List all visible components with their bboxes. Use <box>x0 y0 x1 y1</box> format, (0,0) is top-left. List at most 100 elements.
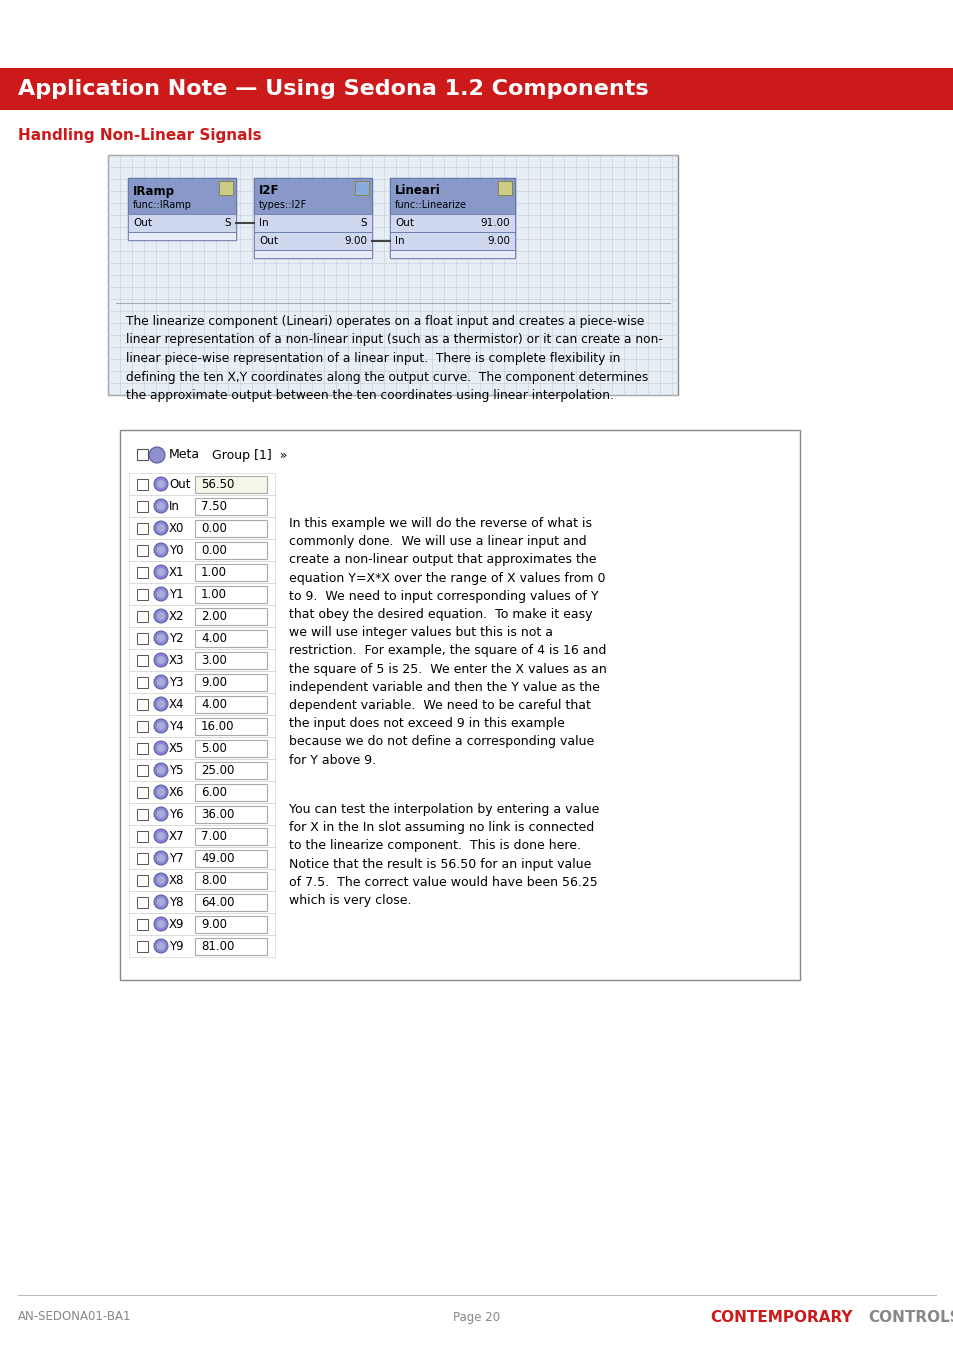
Bar <box>129 803 274 825</box>
Bar <box>390 232 515 250</box>
Bar <box>137 743 148 753</box>
Text: X0: X0 <box>169 521 184 535</box>
Bar <box>137 852 148 864</box>
Bar <box>194 761 267 779</box>
Circle shape <box>153 653 168 667</box>
Bar <box>253 232 372 250</box>
Circle shape <box>153 784 168 799</box>
Text: In this example we will do the reverse of what is
commonly done.  We will use a : In this example we will do the reverse o… <box>289 517 606 767</box>
Text: Y9: Y9 <box>169 940 183 953</box>
Text: X8: X8 <box>169 873 184 887</box>
Text: S: S <box>360 217 367 228</box>
Bar <box>128 178 235 215</box>
Circle shape <box>157 919 165 927</box>
Text: Out: Out <box>132 217 152 228</box>
Circle shape <box>157 810 165 818</box>
Bar <box>137 544 148 555</box>
Text: Y6: Y6 <box>169 807 183 821</box>
Bar <box>137 698 148 710</box>
Circle shape <box>153 566 168 579</box>
Text: 0.00: 0.00 <box>201 521 227 535</box>
Text: In: In <box>258 217 269 228</box>
Text: 1.00: 1.00 <box>201 587 227 601</box>
Text: 2.00: 2.00 <box>201 609 227 622</box>
Text: 4.00: 4.00 <box>201 698 227 710</box>
Text: Group [1]  »: Group [1] » <box>212 448 287 462</box>
Bar <box>137 450 148 460</box>
Text: func::Linearize: func::Linearize <box>395 200 467 211</box>
Text: Handling Non-Linear Signals: Handling Non-Linear Signals <box>18 128 261 143</box>
Text: 25.00: 25.00 <box>201 764 234 776</box>
Bar <box>129 517 274 539</box>
Bar <box>137 875 148 886</box>
Bar <box>129 671 274 693</box>
Bar <box>253 250 372 258</box>
Text: S: S <box>224 217 231 228</box>
Circle shape <box>157 876 165 884</box>
Bar <box>137 478 148 490</box>
Bar <box>137 787 148 798</box>
Circle shape <box>157 678 165 686</box>
Bar <box>194 872 267 888</box>
Bar <box>355 181 369 194</box>
Circle shape <box>153 521 168 535</box>
Bar <box>129 583 274 605</box>
Text: Application Note — Using Sedona 1.2 Components: Application Note — Using Sedona 1.2 Comp… <box>18 80 648 99</box>
Bar <box>129 913 274 936</box>
Bar <box>137 501 148 512</box>
Bar <box>194 608 267 625</box>
Bar <box>129 472 274 495</box>
Circle shape <box>153 697 168 711</box>
Text: 5.00: 5.00 <box>201 741 227 755</box>
Circle shape <box>157 701 165 707</box>
Circle shape <box>153 500 168 513</box>
Text: X6: X6 <box>169 786 184 798</box>
Bar <box>129 869 274 891</box>
Text: 91.00: 91.00 <box>480 217 510 228</box>
Text: Page 20: Page 20 <box>453 1311 500 1323</box>
Text: X1: X1 <box>169 566 184 579</box>
Bar <box>0 68 953 109</box>
Bar <box>194 915 267 933</box>
Text: 7.50: 7.50 <box>201 500 227 513</box>
Circle shape <box>157 942 165 950</box>
Circle shape <box>157 898 165 906</box>
Circle shape <box>157 855 165 863</box>
Bar <box>137 655 148 666</box>
Bar <box>137 830 148 841</box>
Text: 64.00: 64.00 <box>201 895 234 909</box>
Text: In: In <box>395 236 404 246</box>
Circle shape <box>153 630 168 645</box>
Circle shape <box>153 807 168 821</box>
Text: 36.00: 36.00 <box>201 807 234 821</box>
Circle shape <box>157 568 165 576</box>
Bar <box>194 498 267 514</box>
Circle shape <box>157 722 165 730</box>
Circle shape <box>149 447 165 463</box>
Text: X3: X3 <box>169 653 184 667</box>
Bar <box>137 809 148 819</box>
Bar <box>194 695 267 713</box>
Text: In: In <box>169 500 180 513</box>
Circle shape <box>153 477 168 491</box>
Circle shape <box>153 873 168 887</box>
Text: The linearize component (Lineari) operates on a float input and creates a piece-: The linearize component (Lineari) operat… <box>126 315 662 402</box>
Bar <box>137 721 148 732</box>
Bar <box>194 894 267 910</box>
Text: 81.00: 81.00 <box>201 940 234 953</box>
Text: Out: Out <box>169 478 191 490</box>
Bar <box>128 232 235 240</box>
Bar <box>194 629 267 647</box>
Text: Y0: Y0 <box>169 544 183 556</box>
Bar <box>129 737 274 759</box>
Bar <box>390 215 515 232</box>
Text: Y5: Y5 <box>169 764 183 776</box>
Bar <box>129 716 274 737</box>
Circle shape <box>157 502 165 510</box>
Text: CONTEMPORARY: CONTEMPORARY <box>709 1310 852 1324</box>
Circle shape <box>157 590 165 598</box>
Text: 9.00: 9.00 <box>486 236 510 246</box>
Bar <box>129 891 274 913</box>
Circle shape <box>157 545 165 554</box>
Bar <box>108 155 678 396</box>
